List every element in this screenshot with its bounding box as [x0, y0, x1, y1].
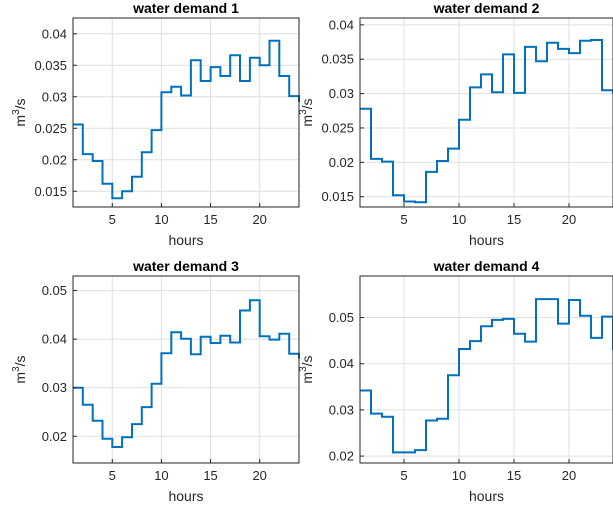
- subplot-title: water demand 3: [132, 258, 239, 274]
- x-tick-label: 5: [400, 212, 407, 227]
- x-tick-label: 10: [154, 468, 168, 483]
- y-tick-label: 0.05: [42, 283, 67, 298]
- axes-box: [72, 17, 300, 208]
- y-tick-label: 0.015: [34, 184, 67, 199]
- subplot-title: water demand 1: [132, 0, 239, 16]
- subplot-title: water demand 4: [433, 258, 540, 274]
- subplot-4: 5 10 15 20 0.02 0.03 0.04 0.05 water demand 4 hou…: [298, 258, 613, 504]
- y-tick-label: 0.03: [329, 86, 354, 101]
- subplot-1: 5 10 15 20 0.015 0.02 0.025 0.03 0.035 0.04 water …: [11, 0, 300, 248]
- y-tick-label: 0.04: [42, 332, 67, 347]
- x-tick-label: 10: [154, 212, 168, 227]
- y-tick-label: 0.04: [329, 17, 354, 32]
- x-tick-label: 20: [252, 212, 266, 227]
- demand-series-line: [73, 39, 300, 200]
- y-tick-label: 0.03: [42, 89, 67, 104]
- y-tick-label: 0.035: [321, 52, 354, 67]
- y-axis-label: m3/s: [11, 355, 28, 383]
- y-tick-label: 0.025: [321, 120, 354, 135]
- axes-box: [359, 17, 613, 208]
- subplot-title: water demand 2: [433, 0, 540, 16]
- x-tick-label: 20: [562, 468, 576, 483]
- x-axis-label: hours: [469, 488, 504, 504]
- y-tick-label: 0.04: [329, 356, 354, 371]
- x-tick-label: 5: [109, 212, 116, 227]
- x-tick-label: 15: [203, 212, 217, 227]
- demand-series-line: [360, 39, 613, 204]
- plot-area: [72, 17, 300, 208]
- y-axis-label: m3/s: [11, 98, 28, 126]
- plot-area: [359, 17, 613, 208]
- y-tick-label: 0.04: [42, 26, 67, 41]
- plot-area: [359, 275, 613, 464]
- demand-series-line: [360, 298, 613, 454]
- x-tick-label: 5: [109, 468, 116, 483]
- x-tick-label: 15: [507, 212, 521, 227]
- y-tick-label: 0.02: [329, 449, 354, 464]
- x-tick-label: 15: [507, 468, 521, 483]
- x-axis-label: hours: [469, 232, 504, 248]
- y-tick-label: 0.02: [329, 155, 354, 170]
- y-tick-label: 0.05: [329, 310, 354, 325]
- subplot-2: 5 10 15 20 0.015 0.02 0.025 0.03 0.035 0.04 water …: [298, 0, 613, 248]
- x-tick-label: 10: [452, 468, 466, 483]
- plot-area: [72, 275, 300, 464]
- demand-series-line: [73, 299, 300, 448]
- x-axis-label: hours: [168, 488, 203, 504]
- subplot-3: 5 10 15 20 0.02 0.03 0.04 0.05 water demand 3 hou…: [11, 258, 300, 504]
- axes-box: [72, 275, 300, 464]
- y-tick-label: 0.02: [42, 429, 67, 444]
- x-tick-label: 20: [252, 468, 266, 483]
- y-tick-label: 0.015: [321, 189, 354, 204]
- axes-box: [359, 275, 613, 464]
- x-tick-label: 5: [400, 468, 407, 483]
- y-tick-label: 0.03: [42, 380, 67, 395]
- x-tick-label: 15: [203, 468, 217, 483]
- y-axis-label: m3/s: [298, 355, 315, 383]
- y-axis-label: m3/s: [298, 98, 315, 126]
- x-tick-label: 10: [452, 212, 466, 227]
- x-tick-label: 20: [562, 212, 576, 227]
- x-axis-label: hours: [168, 232, 203, 248]
- y-tick-label: 0.035: [34, 58, 67, 73]
- y-tick-label: 0.03: [329, 402, 354, 417]
- y-tick-label: 0.025: [34, 121, 67, 136]
- y-tick-label: 0.02: [42, 152, 67, 167]
